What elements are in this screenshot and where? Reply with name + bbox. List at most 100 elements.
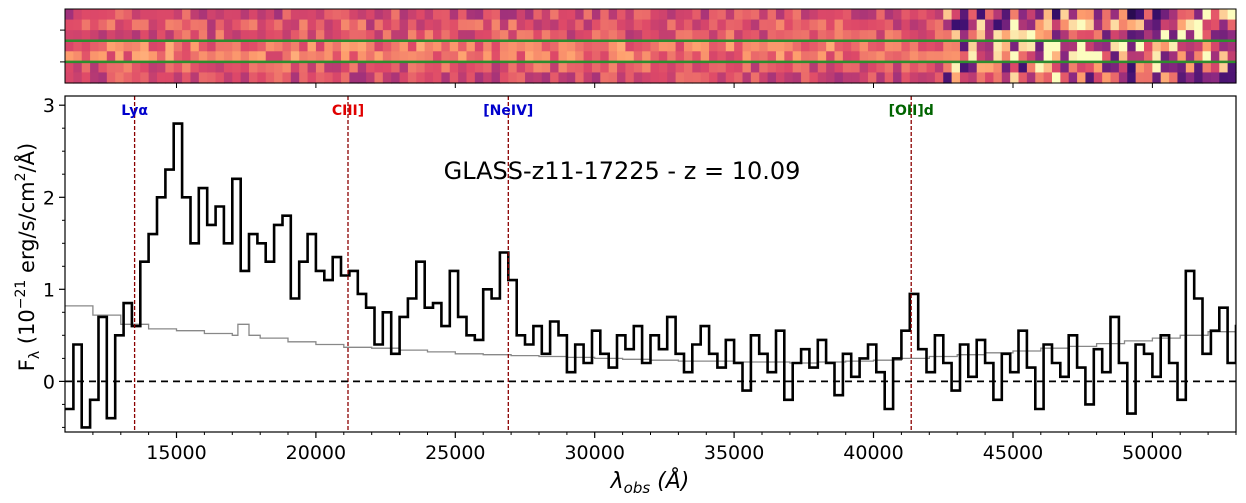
- spectrum-2d-pixel: [859, 72, 869, 84]
- spectrum-2d-pixel: [759, 9, 769, 21]
- spectrum-2d-pixel: [901, 19, 911, 31]
- spectrum-2d-pixel: [466, 51, 476, 63]
- spectrum-2d-pixel: [349, 40, 359, 52]
- spectrum-2d-pixel: [1177, 9, 1187, 21]
- spectrum-2d-pixel: [1110, 19, 1120, 31]
- spectrum-2d-pixel: [324, 40, 334, 52]
- spectrum-2d-pixel: [324, 61, 334, 74]
- spectrum-2d-pixel: [240, 40, 250, 52]
- spectrum-2d-pixel: [1143, 61, 1153, 74]
- spectrum-2d-pixel: [290, 40, 300, 52]
- spectrum-2d-pixel: [1194, 19, 1204, 31]
- spectrum-2d-pixel: [926, 9, 936, 21]
- spectrum-2d-pixel: [893, 40, 903, 52]
- spectrum-2d-pixel: [1127, 19, 1137, 31]
- spectrum-2d-pixel: [851, 61, 861, 74]
- spectrum-2d-pixel: [315, 30, 325, 42]
- emission-line-label: [NeIV]: [483, 103, 533, 119]
- spectrum-2d-pixel: [901, 61, 911, 74]
- spectrum-2d-pixel: [265, 30, 275, 42]
- spectrum-2d-pixel: [382, 40, 392, 52]
- spectrum-2d-pixel: [826, 61, 836, 74]
- spectrum-2d-pixel: [650, 61, 660, 74]
- spectrum-2d-pixel: [483, 51, 493, 63]
- spectrum-2d-pixel: [98, 72, 108, 84]
- spectrum-2d-pixel: [98, 51, 108, 63]
- spectrum-2d-pixel: [700, 30, 710, 42]
- spectrum-2d-pixel: [1043, 51, 1053, 63]
- spectrum-2d-pixel: [449, 72, 459, 84]
- spectrum-2d-pixel: [1202, 61, 1212, 74]
- spectrum-2d-pixel: [499, 61, 509, 74]
- spectrum-2d-pixel: [625, 9, 635, 21]
- spectrum-2d-pixel: [859, 19, 869, 31]
- spectrum-2d-pixel: [884, 40, 894, 52]
- spectrum-2d-pixel: [140, 51, 150, 63]
- spectrum-2d-pixel: [424, 72, 434, 84]
- spectrum-2d-pixel: [123, 19, 133, 31]
- spectrum-2d-pixel: [307, 19, 317, 31]
- spectrum-2d-pixel: [1001, 61, 1011, 74]
- spectrum-2d-pixel: [851, 40, 861, 52]
- spectrum-2d-pixel: [458, 61, 468, 74]
- spectrum-2d-pixel: [215, 30, 225, 42]
- spectrum-2d-pixel: [918, 40, 928, 52]
- spectrum-2d-pixel: [976, 9, 986, 21]
- spectrum-2d-pixel: [1160, 72, 1170, 84]
- spectrum-2d-pixel: [483, 30, 493, 42]
- flux-spectrum-layer: [65, 122, 1236, 429]
- spectrum-2d-pixel: [550, 19, 560, 31]
- spectrum-2d-pixel: [867, 19, 877, 31]
- spectrum-2d-pixel: [441, 61, 451, 74]
- spectrum-2d-pixel: [391, 72, 401, 84]
- spectrum-2d-pixel: [65, 9, 74, 21]
- spectrum-2d-pixel: [968, 19, 978, 31]
- error-spectrum-layer: [65, 305, 1236, 364]
- y-label-unit: erg/s/cm: [15, 181, 39, 279]
- spectrum-2d-pixel: [249, 40, 258, 52]
- spectrum-2d-pixel: [341, 51, 350, 63]
- spectrum-2d-pixel: [767, 72, 777, 84]
- spectrum-2d-pixel: [416, 51, 426, 63]
- spectrum-2d-pixel: [750, 72, 760, 84]
- spectrum-2d-pixel: [424, 30, 434, 42]
- spectrum-2d-pixel: [876, 72, 886, 84]
- spectrum-2d-pixel: [591, 19, 601, 31]
- spectrum-2d-pixel: [357, 30, 367, 42]
- spectrum-2d-pixel: [675, 51, 685, 63]
- spectrum-2d-pixel: [959, 40, 969, 52]
- spectrum-2d-pixel: [1135, 72, 1145, 84]
- spectrum-2d-pixel: [1169, 19, 1179, 31]
- spectrum-2d-pixel: [1127, 30, 1137, 42]
- spectrum-2d-pixel: [73, 9, 83, 21]
- spectrum-2d-pixel: [1085, 40, 1095, 52]
- spectrum-2d-pixel: [893, 9, 903, 21]
- spectrum-2d-pixel: [106, 30, 116, 42]
- spectrum-2d-pixel: [140, 30, 150, 42]
- spectrum-2d-pixel: [1143, 72, 1153, 84]
- spectrum-2d-pixel: [65, 61, 74, 74]
- spectrum-2d-pixel: [959, 30, 969, 42]
- spectrum-2d-pixel: [968, 30, 978, 42]
- spectrum-2d-pixel: [240, 51, 250, 63]
- spectrum-2d-pixel: [215, 40, 225, 52]
- spectrum-2d-pixel: [951, 9, 961, 21]
- spectrum-2d-pixel: [675, 40, 685, 52]
- spectrum-2d-pixel: [315, 40, 325, 52]
- spectrum-2d-pixel: [190, 40, 200, 52]
- spectrum-2d-pixel: [332, 9, 342, 21]
- spectrum-2d-pixel: [458, 40, 468, 52]
- spectrum-2d-pixel: [1010, 51, 1020, 63]
- spectrum-2d-pixel: [750, 9, 760, 21]
- spectrum-2d-pixel: [232, 51, 242, 63]
- spectrum-2d-pixel: [1169, 40, 1179, 52]
- spectrum-2d-pixel: [240, 19, 250, 31]
- spectrum-2d-pixel: [976, 40, 986, 52]
- spectrum-2d-pixel: [416, 61, 426, 74]
- spectrum-2d-pixel: [842, 51, 852, 63]
- spectrum-2d-pixel: [1068, 51, 1078, 63]
- spectrum-2d-pixel: [449, 40, 459, 52]
- spectrum-2d-pixel: [533, 51, 543, 63]
- spectrum-2d-pixel: [165, 40, 175, 52]
- spectrum-2d-pixel: [759, 19, 769, 31]
